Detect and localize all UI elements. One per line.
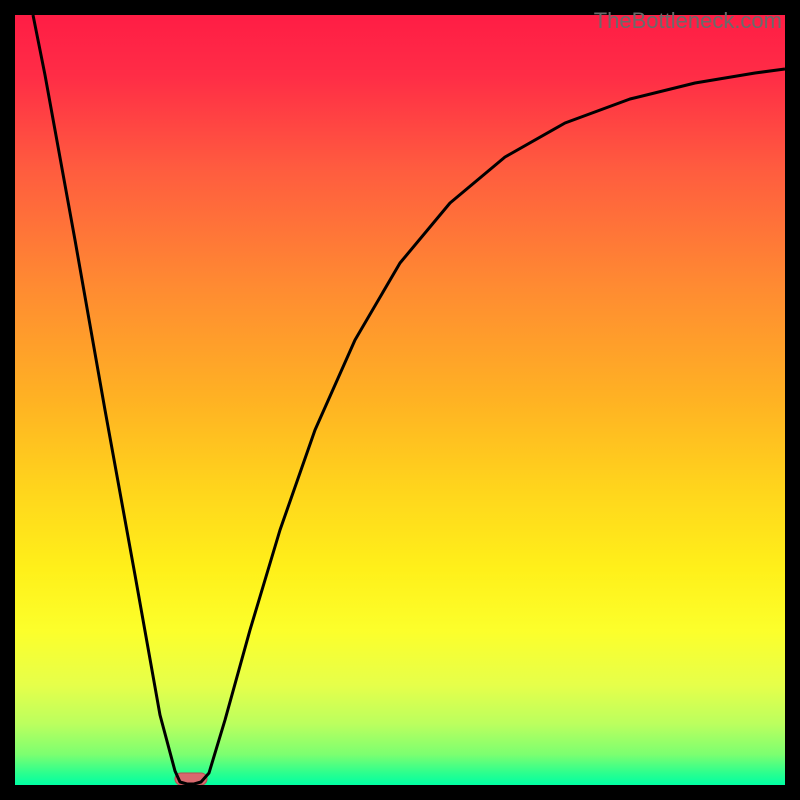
watermark-text: TheBottleneck.com (594, 8, 782, 34)
chart-stage: TheBottleneck.com (0, 0, 800, 800)
chart-frame (0, 0, 800, 800)
